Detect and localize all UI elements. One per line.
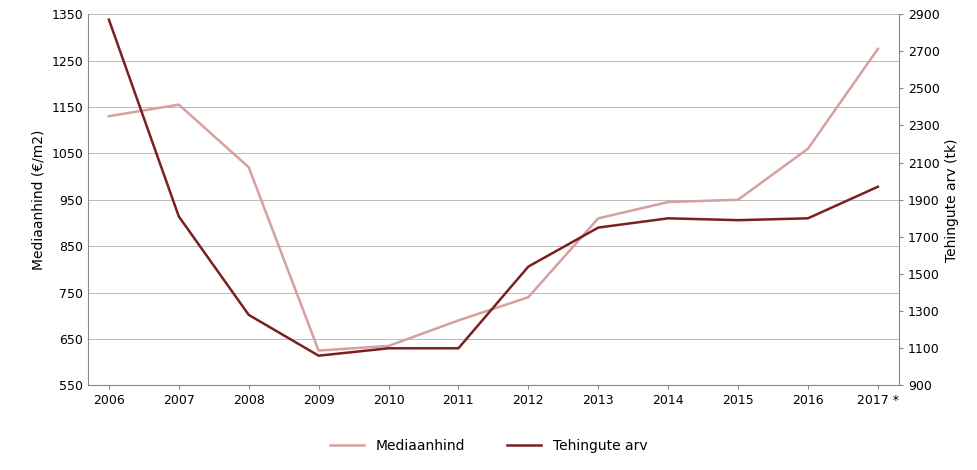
Mediaanhind (592, 216, 604, 221)
Mediaanhind (452, 318, 464, 323)
Mediaanhind (872, 46, 884, 52)
Tehingute arv (872, 184, 884, 189)
Tehingute arv (732, 217, 743, 223)
Line: Tehingute arv: Tehingute arv (108, 20, 878, 356)
Legend: Mediaanhind, Tehingute arv: Mediaanhind, Tehingute arv (324, 433, 653, 458)
Tehingute arv (173, 214, 185, 219)
Mediaanhind (383, 343, 395, 349)
Mediaanhind (313, 348, 324, 353)
Mediaanhind (523, 294, 534, 300)
Tehingute arv (452, 345, 464, 351)
Tehingute arv (243, 312, 255, 318)
Tehingute arv (802, 215, 814, 221)
Tehingute arv (523, 264, 534, 269)
Mediaanhind (732, 197, 743, 203)
Mediaanhind (103, 113, 114, 119)
Y-axis label: Mediaanhind (€/m2): Mediaanhind (€/m2) (31, 130, 46, 270)
Tehingute arv (103, 17, 114, 23)
Y-axis label: Tehingute arv (tk): Tehingute arv (tk) (946, 138, 959, 261)
Mediaanhind (802, 146, 814, 151)
Tehingute arv (592, 225, 604, 230)
Tehingute arv (662, 215, 674, 221)
Line: Mediaanhind: Mediaanhind (108, 49, 878, 351)
Mediaanhind (173, 102, 185, 108)
Mediaanhind (243, 164, 255, 170)
Mediaanhind (662, 199, 674, 205)
Tehingute arv (313, 353, 324, 359)
Tehingute arv (383, 345, 395, 351)
